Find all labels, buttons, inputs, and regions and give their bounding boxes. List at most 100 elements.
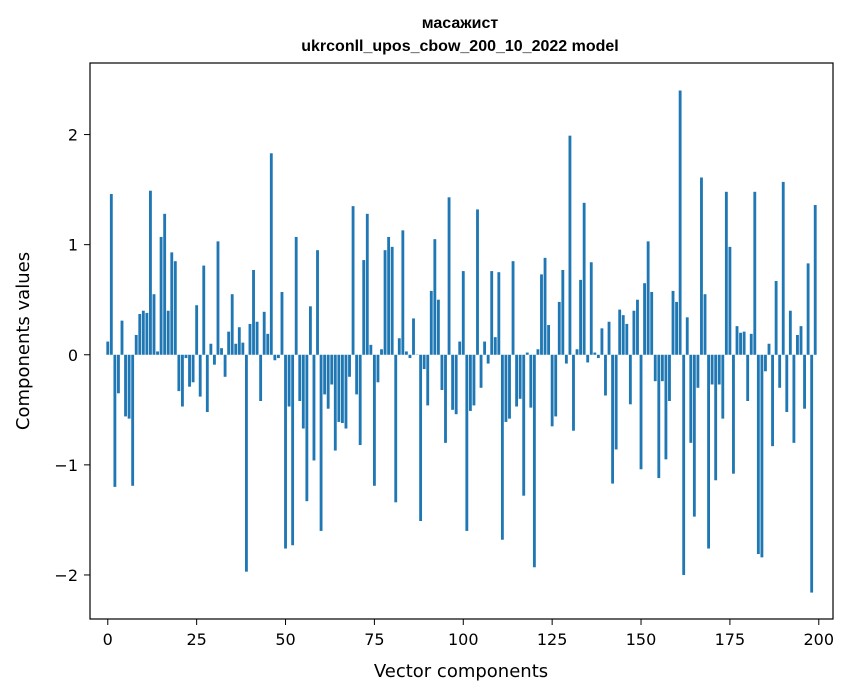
bar <box>451 354 455 410</box>
bar <box>198 354 202 397</box>
bar <box>173 261 177 355</box>
bar <box>426 354 430 406</box>
bar <box>604 354 607 396</box>
bar <box>141 310 145 355</box>
bar <box>536 349 540 355</box>
bar <box>621 315 625 355</box>
bar <box>742 331 746 355</box>
bar <box>447 197 451 355</box>
bar <box>436 299 440 355</box>
bar <box>703 294 707 355</box>
bar <box>657 354 661 479</box>
chart-title: масажист <box>422 15 499 32</box>
bar <box>323 354 327 395</box>
bar <box>511 261 515 355</box>
bar <box>252 269 255 355</box>
bar <box>589 262 593 355</box>
bar <box>607 321 611 355</box>
bar <box>522 354 526 496</box>
bar <box>191 354 195 383</box>
bar <box>333 354 337 451</box>
bar <box>276 354 280 359</box>
bar <box>508 354 511 419</box>
bar <box>685 317 689 355</box>
y-tick-label: 2 <box>68 126 78 145</box>
bar <box>778 354 782 388</box>
bar <box>205 354 209 413</box>
bar <box>337 354 341 422</box>
bar <box>184 354 188 359</box>
plot-frame <box>89 62 834 620</box>
bar <box>796 334 799 355</box>
bar <box>383 250 387 355</box>
bar <box>618 309 622 355</box>
bar <box>294 236 298 355</box>
y-tick-label: 1 <box>68 236 78 255</box>
bar <box>483 341 487 355</box>
bar <box>181 354 184 407</box>
bar <box>177 354 181 392</box>
bar <box>756 354 760 555</box>
bar <box>259 354 263 402</box>
bar <box>710 354 714 385</box>
x-tick-label: 150 <box>626 630 657 649</box>
bar <box>134 334 138 355</box>
bar <box>248 323 252 355</box>
bar <box>568 135 572 355</box>
bar <box>117 354 120 394</box>
x-tick-label: 75 <box>364 630 384 649</box>
bar <box>532 354 536 568</box>
bar <box>113 354 117 487</box>
bar <box>593 352 597 355</box>
bar <box>273 354 277 361</box>
bar <box>195 305 199 355</box>
bar <box>692 354 696 517</box>
bar <box>614 354 618 450</box>
bar <box>550 354 554 427</box>
bar <box>586 354 590 363</box>
bar <box>564 354 568 364</box>
bar <box>344 354 348 429</box>
bar <box>156 351 159 355</box>
bar <box>749 333 753 355</box>
bar <box>785 354 789 413</box>
bar <box>152 294 156 355</box>
bar <box>472 354 476 406</box>
bar <box>124 354 127 417</box>
bar <box>572 354 575 431</box>
bar <box>504 354 508 422</box>
bar <box>540 274 543 355</box>
bar <box>138 314 142 355</box>
bar <box>707 354 710 549</box>
x-tick-label: 175 <box>715 630 746 649</box>
bar <box>646 241 650 355</box>
bar <box>636 299 639 355</box>
bar <box>348 354 351 377</box>
bar <box>444 354 447 443</box>
chart-subtitle: ukrconll_upos_cbow_200_10_2022 model <box>301 38 618 55</box>
bar <box>497 272 501 355</box>
bar <box>440 354 444 390</box>
bar <box>127 354 131 419</box>
bar <box>372 354 376 486</box>
bar <box>266 333 270 355</box>
bar <box>170 252 174 355</box>
bar <box>525 352 529 355</box>
bar <box>387 236 391 355</box>
bar <box>412 318 415 355</box>
bar <box>308 306 312 355</box>
bar <box>429 290 433 355</box>
bar <box>237 327 241 355</box>
bar <box>767 343 771 355</box>
bar <box>611 354 615 484</box>
bar <box>422 354 426 370</box>
bar <box>664 354 668 460</box>
bar <box>643 283 647 355</box>
bar <box>632 310 636 355</box>
bar <box>330 354 334 385</box>
bar <box>735 326 739 355</box>
bar <box>671 290 675 355</box>
bar <box>746 354 750 402</box>
bar <box>678 90 682 355</box>
bar <box>234 343 238 355</box>
